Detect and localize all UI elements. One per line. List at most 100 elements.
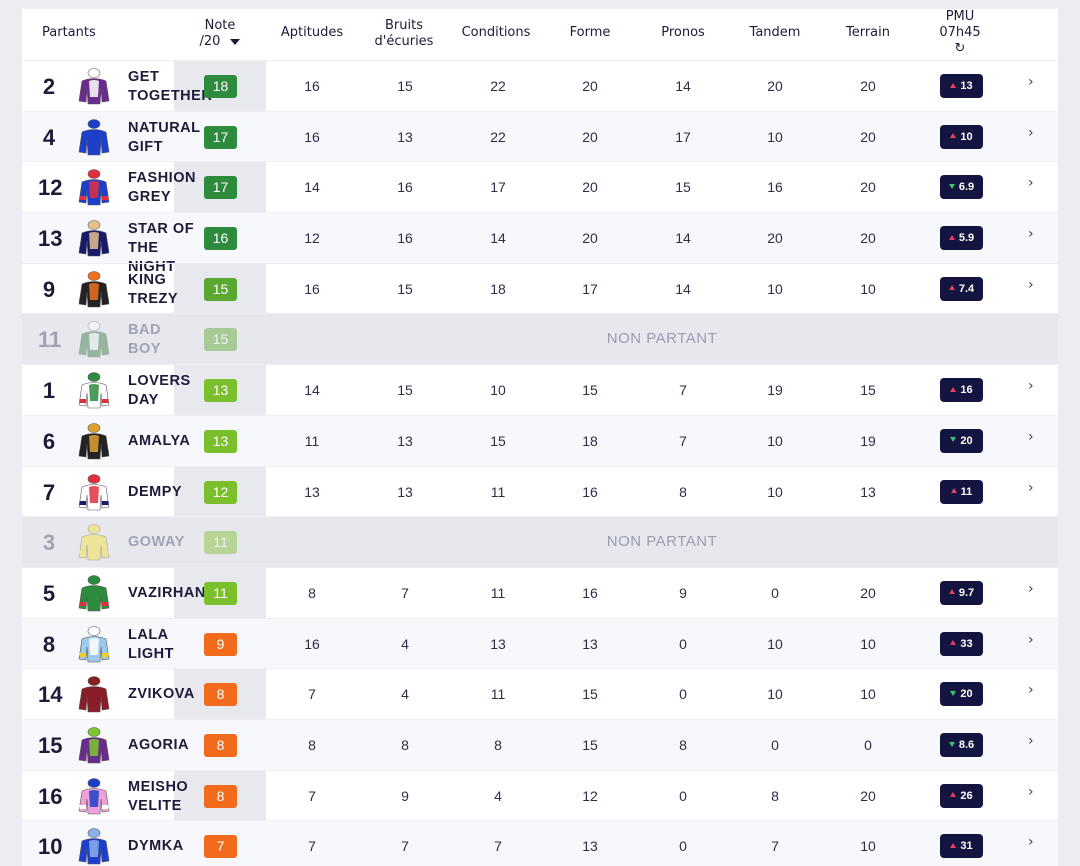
trend-up-icon [950, 792, 957, 798]
cell-terrain: 10 [860, 280, 876, 297]
jockey-silk-icon [78, 270, 110, 308]
note-badge: 15 [204, 277, 237, 301]
note-badge: 8 [204, 784, 237, 808]
horse-name[interactable]: ZVIKOVA [128, 685, 208, 725]
pmu-odds-badge: 16 [940, 378, 983, 403]
horse-name[interactable]: AMALYA [128, 432, 208, 472]
table-row[interactable]: 8 LALA LIGHT 9 16 4 13 13 0 10 10 33 › [22, 617, 1058, 669]
header-note-sort[interactable]: Note /20 [174, 18, 266, 50]
cell-conditions: 7 [494, 838, 502, 855]
trend-up-icon [950, 842, 957, 848]
pmu-odds-value: 5.9 [958, 232, 975, 245]
table-row[interactable]: 9 KING TREZY 15 16 15 18 17 14 10 10 7.4 › [22, 262, 1058, 314]
header-tandem[interactable]: Tandem [749, 25, 801, 40]
table-row[interactable]: 15 AGORIA 8 8 8 8 15 8 0 0 8.6 › [22, 718, 1058, 770]
note-badge: 17 [204, 176, 237, 200]
table-row[interactable]: 4 NATURAL GIFT 17 16 13 22 20 17 10 20 10 › [22, 110, 1058, 162]
cell-pronos: 8 [679, 483, 687, 500]
horse-name-line1: AMALYA [128, 432, 191, 449]
note-badge: 12 [204, 480, 237, 504]
cell-conditions: 22 [490, 78, 506, 94]
header-terrain[interactable]: Terrain [845, 25, 890, 40]
note-badge: 15 [204, 328, 237, 352]
runner-number: 16 [38, 783, 63, 809]
header-bruits[interactable]: Bruits d'écuries [358, 18, 450, 50]
chevron-right-icon[interactable]: › [1028, 124, 1034, 141]
jockey-silk-icon [78, 827, 110, 865]
horse-name[interactable]: DEMPY [128, 483, 208, 523]
jockey-silk-icon [78, 675, 110, 713]
header-conditions[interactable]: Conditions [461, 25, 531, 40]
horse-name[interactable]: GOWAY [128, 533, 208, 573]
cell-terrain: 13 [860, 483, 876, 500]
table-row[interactable]: 13 STAR OF THE NIGHT 16 12 16 14 20 14 20 20 5.9 › [22, 212, 1058, 275]
table-row[interactable]: 6 AMALYA 13 11 13 15 18 7 10 19 20 › [22, 414, 1058, 466]
cell-bruits: 16 [397, 179, 413, 196]
chevron-right-icon[interactable]: › [1028, 631, 1034, 648]
chevron-right-icon[interactable]: › [1028, 175, 1034, 192]
horse-name[interactable]: MEISHO VELITE [128, 778, 208, 818]
table-row[interactable]: 1 LOVERS DAY 13 14 15 10 15 7 19 15 16 › [22, 364, 1058, 415]
horse-name[interactable]: VAZIRHAN [128, 584, 208, 624]
cell-tandem: 8 [771, 787, 779, 804]
pmu-odds-badge: 11 [940, 479, 983, 504]
horse-name[interactable]: STAR OF THE NIGHT [128, 220, 208, 275]
cell-terrain: 19 [860, 432, 876, 449]
horse-name[interactable]: AGORIA [128, 736, 208, 776]
table-header: Partants Note /20 Aptitudes Bruits d'écu… [22, 9, 1058, 60]
horse-name[interactable]: FASHION GREY [128, 169, 208, 209]
chevron-right-icon[interactable]: › [1028, 479, 1034, 496]
header-aptitudes[interactable]: Aptitudes [280, 25, 344, 40]
chevron-right-icon[interactable]: › [1028, 783, 1034, 800]
header-forme[interactable]: Forme [569, 25, 611, 40]
trend-up-icon [950, 386, 957, 392]
header-pronos[interactable]: Pronos [661, 25, 705, 40]
horse-name[interactable]: BAD BOY [128, 321, 208, 361]
horse-name[interactable]: KING TREZY [128, 271, 208, 311]
cell-conditions: 18 [490, 280, 506, 297]
table-row[interactable]: 10 DYMKA 7 7 7 7 13 0 7 10 31 › [22, 820, 1058, 866]
horse-name-line1: STAR OF [128, 221, 195, 238]
table-row[interactable]: 7 DEMPY 12 13 13 11 16 8 10 13 11 › [22, 465, 1058, 517]
chevron-right-icon[interactable]: › [1028, 276, 1034, 293]
table-row[interactable]: 11 BAD BOY 15 NON PARTANT [22, 313, 1058, 365]
cell-aptitudes: 16 [304, 128, 320, 145]
horse-name[interactable]: GET TOGETHER [128, 68, 212, 108]
table-row[interactable]: 14 ZVIKOVA 8 7 4 11 15 0 10 10 20 › [22, 668, 1058, 719]
pmu-odds-value: 10 [960, 130, 973, 143]
cell-terrain: 0 [864, 736, 872, 753]
horse-name[interactable]: LOVERS DAY [128, 372, 208, 412]
table-row[interactable]: 2 GET TOGETHER 18 16 15 22 20 14 20 20 13 › [22, 60, 1058, 111]
runner-number: 2 [42, 74, 56, 99]
cell-bruits: 15 [397, 382, 413, 399]
chevron-right-icon[interactable]: › [1028, 580, 1034, 597]
cell-bruits: 8 [401, 736, 409, 753]
note-badge: 13 [204, 429, 237, 453]
chevron-right-icon[interactable]: › [1028, 226, 1034, 243]
horse-name[interactable]: NATURAL GIFT [128, 119, 208, 159]
chevron-right-icon[interactable]: › [1028, 428, 1034, 445]
refresh-icon[interactable]: ↻ [954, 41, 966, 56]
chevron-right-icon[interactable]: › [1028, 378, 1034, 395]
note-badge: 11 [204, 581, 237, 605]
header-pmu[interactable]: PMU 07h45 ↻ [914, 9, 1006, 57]
horse-name-line2: DAY [128, 392, 159, 409]
horse-name[interactable]: DYMKA [128, 837, 208, 866]
cell-aptitudes: 16 [304, 280, 320, 297]
table-row[interactable]: 16 MEISHO VELITE 8 7 9 4 12 0 8 20 26 › [22, 769, 1058, 821]
table-row[interactable]: 12 FASHION GREY 17 14 16 17 20 15 16 20 6.9 › [22, 161, 1058, 212]
horse-name[interactable]: LALA LIGHT [128, 626, 208, 666]
table-row[interactable]: 5 VAZIRHAN 11 8 7 11 16 9 0 20 9.7 › [22, 566, 1058, 618]
horse-name-line1: GOWAY [128, 534, 185, 551]
cell-conditions: 10 [490, 382, 506, 399]
table-row[interactable]: 3 GOWAY 11 NON PARTANT [22, 516, 1058, 567]
trend-down-icon [950, 437, 957, 443]
pmu-odds-badge: 33 [940, 631, 983, 656]
runner-number: 15 [38, 732, 63, 758]
cell-aptitudes: 12 [304, 230, 320, 247]
chevron-right-icon[interactable]: › [1028, 682, 1034, 699]
horse-name-line1: MEISHO [128, 778, 189, 795]
chevron-right-icon[interactable]: › [1028, 74, 1034, 90]
chevron-right-icon[interactable]: › [1028, 834, 1034, 851]
chevron-right-icon[interactable]: › [1028, 732, 1034, 749]
